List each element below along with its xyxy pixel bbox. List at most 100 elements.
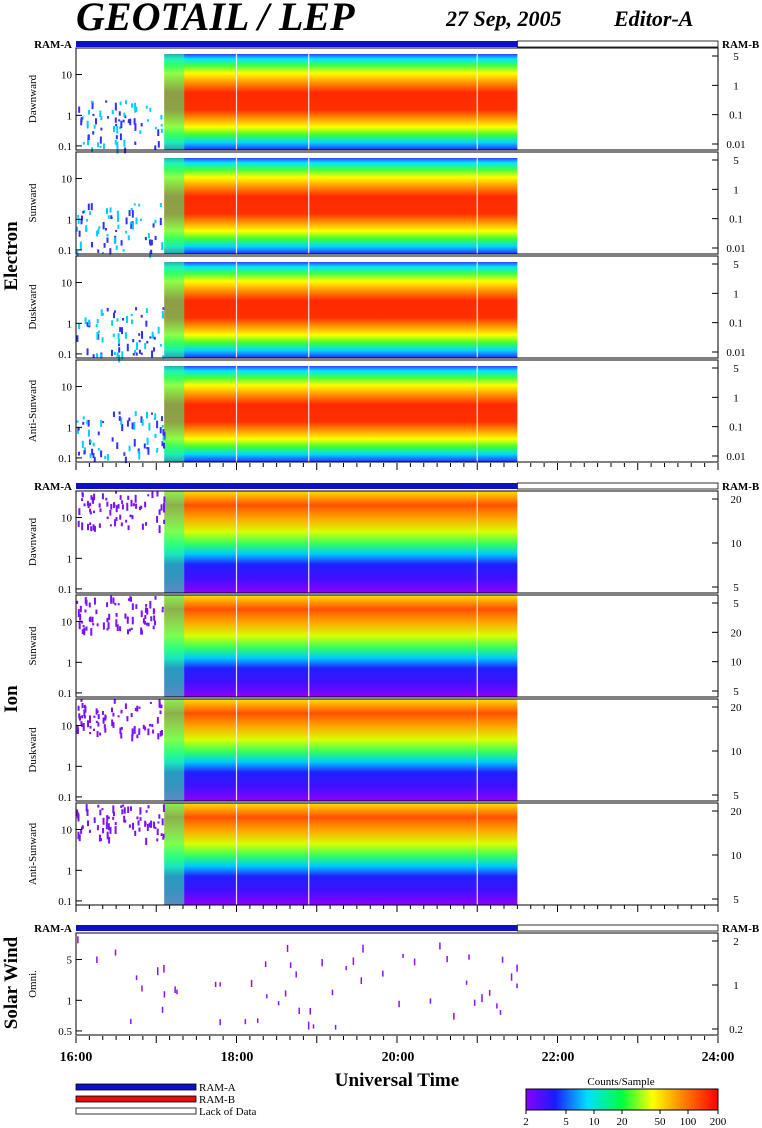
- sw-data-pixel: [163, 991, 166, 998]
- early-data-pixel: [92, 524, 95, 531]
- early-data-pixel: [113, 237, 116, 244]
- early-data-pixel: [116, 141, 119, 148]
- early-data-pixel: [161, 246, 164, 251]
- left-tick-label: 0.1: [58, 896, 72, 908]
- left-tick-label: 0.1: [58, 453, 72, 465]
- early-data-pixel: [90, 495, 93, 500]
- early-data-pixel: [106, 617, 109, 623]
- early-data-pixel: [99, 136, 102, 144]
- early-data-pixel: [96, 731, 99, 738]
- early-data-pixel: [154, 235, 157, 241]
- left-tick-label: 10: [61, 825, 73, 837]
- early-data-pixel: [97, 722, 100, 727]
- early-data-pixel: [119, 327, 122, 332]
- early-data-pixel: [145, 622, 148, 626]
- early-data-pixel: [104, 714, 107, 721]
- early-data-pixel: [135, 604, 138, 609]
- early-data-pixel: [139, 807, 142, 815]
- early-data-pixel: [154, 126, 157, 130]
- early-data-pixel: [116, 624, 119, 632]
- sw-data-pixel: [284, 990, 287, 997]
- early-data-pixel: [113, 502, 116, 509]
- early-data-pixel: [131, 616, 134, 625]
- early-data-pixel: [163, 496, 166, 503]
- early-data-pixel: [135, 352, 138, 356]
- early-data-pixel: [80, 721, 83, 725]
- early-data-pixel: [152, 608, 155, 615]
- early-data-pixel: [86, 500, 89, 507]
- early-data-pixel: [133, 421, 136, 430]
- early-data-pixel: [156, 491, 159, 497]
- early-data-pixel: [115, 491, 118, 494]
- panel-solar-wind-omni: Omni. 5 1 0.5 2 1 0.2: [27, 932, 743, 1038]
- early-data-pixel: [139, 218, 142, 221]
- sw-data-pixel: [163, 964, 165, 973]
- early-data-pixel: [78, 623, 81, 630]
- early-data-pixel: [84, 706, 87, 713]
- early-data-pixel: [117, 342, 120, 347]
- sw-data-pixel: [352, 957, 355, 965]
- panel-label: Duskward: [27, 727, 39, 773]
- early-data-pixel: [138, 203, 141, 207]
- early-data-pixel: [92, 452, 95, 459]
- early-data-pixel: [132, 339, 135, 343]
- early-data-pixel: [153, 822, 156, 829]
- x-tick-2200: 22:00: [542, 1050, 575, 1065]
- early-data-pixel: [79, 613, 82, 621]
- early-data-pixel: [81, 215, 84, 221]
- early-data-pixel: [87, 134, 90, 140]
- early-data-pixel: [147, 805, 150, 809]
- early-data-pixel: [153, 336, 156, 340]
- early-data-pixel: [148, 422, 151, 431]
- early-data-pixel: [151, 724, 154, 727]
- legend-swatch-ram-b: [75, 1095, 197, 1103]
- early-data-pixel: [159, 217, 162, 226]
- early-data-pixel: [110, 503, 113, 510]
- early-data-pixel: [137, 448, 140, 454]
- early-data-pixel: [124, 100, 127, 105]
- early-data-pixel: [93, 817, 96, 823]
- early-data-pixel: [78, 451, 81, 456]
- early-data-pixel: [135, 503, 138, 509]
- x-tick-1800: 18:00: [221, 1050, 254, 1065]
- colorbar-tick-label: 10: [589, 1116, 601, 1128]
- early-data-pixel: [126, 315, 129, 324]
- early-data-pixel: [120, 709, 123, 714]
- ram-b-label-1: RAM-B: [722, 481, 760, 493]
- early-data-pixel: [99, 838, 102, 842]
- right-tick-label: 0.01: [726, 347, 745, 359]
- early-data-pixel: [156, 450, 159, 453]
- early-data-pixel: [113, 125, 116, 132]
- early-data-pixel: [117, 224, 120, 229]
- early-data-pixel: [145, 308, 148, 314]
- early-data-pixel: [100, 419, 103, 427]
- colorbar-tick-label: 2: [523, 1116, 529, 1128]
- right-tick-label: 20: [731, 627, 743, 639]
- left-tick-label: 0.1: [58, 688, 72, 700]
- early-data-pixel: [112, 811, 115, 817]
- early-data-pixel: [100, 309, 103, 316]
- early-data-pixel: [103, 242, 106, 248]
- early-data-pixel: [95, 720, 98, 724]
- early-data-pixel: [162, 436, 165, 441]
- early-data-pixel: [102, 817, 105, 825]
- early-data-pixel: [121, 327, 124, 335]
- early-data-pixel: [115, 229, 118, 233]
- early-data-pixel: [131, 728, 134, 736]
- early-data-pixel: [86, 809, 89, 817]
- early-data-pixel: [83, 709, 86, 717]
- right-tick-label: 1: [733, 80, 739, 92]
- early-data-pixel: [142, 724, 145, 730]
- sw-data-pixel: [244, 1019, 247, 1025]
- early-data-pixel: [80, 699, 83, 702]
- early-data-pixel: [135, 307, 138, 311]
- sw-data-pixel: [161, 1006, 164, 1013]
- early-data-pixel: [90, 203, 93, 211]
- early-data-pixel: [138, 827, 141, 832]
- early-data-pixel: [160, 730, 163, 736]
- left-tick-label: 0.5: [58, 1026, 72, 1038]
- early-data-pixel: [126, 420, 129, 427]
- ram-legend: RAM-A RAM-B Lack of Data: [75, 1082, 257, 1118]
- early-data-pixel: [134, 707, 137, 712]
- early-data-pixel: [122, 317, 125, 321]
